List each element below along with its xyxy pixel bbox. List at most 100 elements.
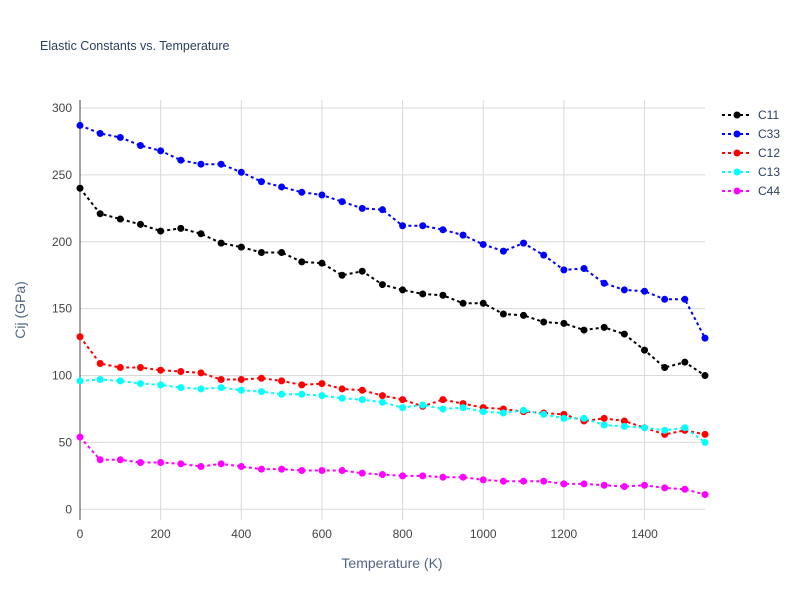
data-point[interactable] [278,465,286,473]
data-point[interactable] [177,156,185,164]
data-point[interactable] [358,386,366,394]
data-point[interactable] [338,467,346,475]
data-point[interactable] [661,364,669,372]
data-point[interactable] [439,226,447,234]
data-point[interactable] [217,384,225,392]
data-point[interactable] [641,287,649,295]
legend-item-c13[interactable]: C13 [722,165,780,179]
data-point[interactable] [580,326,588,334]
data-point[interactable] [580,414,588,422]
legend-item-c12[interactable]: C12 [722,146,780,160]
legend-item-c44[interactable]: C44 [722,184,780,198]
data-point[interactable] [520,477,528,485]
data-point[interactable] [701,438,709,446]
data-point[interactable] [439,473,447,481]
data-point[interactable] [661,295,669,303]
data-point[interactable] [136,380,144,388]
data-point[interactable] [136,141,144,149]
data-point[interactable] [257,248,265,256]
data-point[interactable] [479,240,487,248]
data-point[interactable] [116,133,124,141]
data-point[interactable] [116,456,124,464]
data-point[interactable] [338,198,346,206]
data-point[interactable] [399,472,407,480]
data-point[interactable] [76,433,84,441]
data-point[interactable] [96,360,104,368]
data-point[interactable] [237,386,245,394]
data-point[interactable] [298,467,306,475]
data-point[interactable] [681,295,689,303]
data-point[interactable] [701,430,709,438]
data-point[interactable] [419,290,427,298]
data-point[interactable] [620,330,628,338]
data-point[interactable] [237,462,245,470]
data-point[interactable] [378,392,386,400]
data-point[interactable] [641,346,649,354]
data-point[interactable] [399,404,407,412]
data-point[interactable] [540,318,548,326]
data-point[interactable] [96,210,104,218]
data-point[interactable] [197,369,205,377]
data-point[interactable] [600,481,608,489]
data-point[interactable] [217,239,225,247]
data-point[interactable] [499,310,507,318]
data-point[interactable] [278,248,286,256]
data-point[interactable] [479,299,487,307]
data-point[interactable] [479,408,487,416]
data-point[interactable] [157,366,165,374]
data-point[interactable] [681,424,689,432]
data-point[interactable] [237,168,245,176]
data-point[interactable] [157,458,165,466]
data-point[interactable] [620,422,628,430]
data-point[interactable] [419,472,427,480]
data-point[interactable] [278,377,286,385]
data-point[interactable] [278,390,286,398]
data-point[interactable] [157,227,165,235]
data-point[interactable] [419,401,427,409]
data-point[interactable] [499,409,507,417]
data-point[interactable] [318,259,326,267]
data-point[interactable] [560,319,568,327]
data-point[interactable] [197,160,205,168]
data-point[interactable] [540,410,548,418]
data-point[interactable] [439,291,447,299]
data-point[interactable] [298,188,306,196]
data-point[interactable] [600,323,608,331]
data-point[interactable] [580,480,588,488]
data-point[interactable] [177,460,185,468]
data-point[interactable] [661,484,669,492]
data-point[interactable] [197,385,205,393]
data-point[interactable] [681,358,689,366]
data-point[interactable] [116,377,124,385]
data-point[interactable] [76,184,84,192]
data-point[interactable] [378,206,386,214]
data-point[interactable] [157,147,165,155]
data-point[interactable] [257,374,265,382]
data-point[interactable] [96,376,104,384]
data-point[interactable] [358,396,366,404]
data-point[interactable] [298,381,306,389]
data-point[interactable] [378,398,386,406]
data-point[interactable] [177,384,185,392]
legend-item-c11[interactable]: C11 [722,108,779,122]
data-point[interactable] [600,279,608,287]
data-point[interactable] [378,471,386,479]
data-point[interactable] [681,485,689,493]
data-point[interactable] [136,220,144,228]
data-point[interactable] [399,286,407,294]
data-point[interactable] [177,368,185,376]
data-point[interactable] [560,480,568,488]
data-point[interactable] [338,271,346,279]
data-point[interactable] [96,456,104,464]
data-point[interactable] [499,477,507,485]
data-point[interactable] [76,333,84,341]
data-point[interactable] [136,364,144,372]
data-point[interactable] [318,191,326,199]
data-point[interactable] [620,417,628,425]
data-point[interactable] [257,388,265,396]
data-point[interactable] [641,481,649,489]
data-point[interactable] [318,380,326,388]
data-point[interactable] [197,462,205,470]
data-point[interactable] [661,426,669,434]
data-point[interactable] [701,372,709,380]
